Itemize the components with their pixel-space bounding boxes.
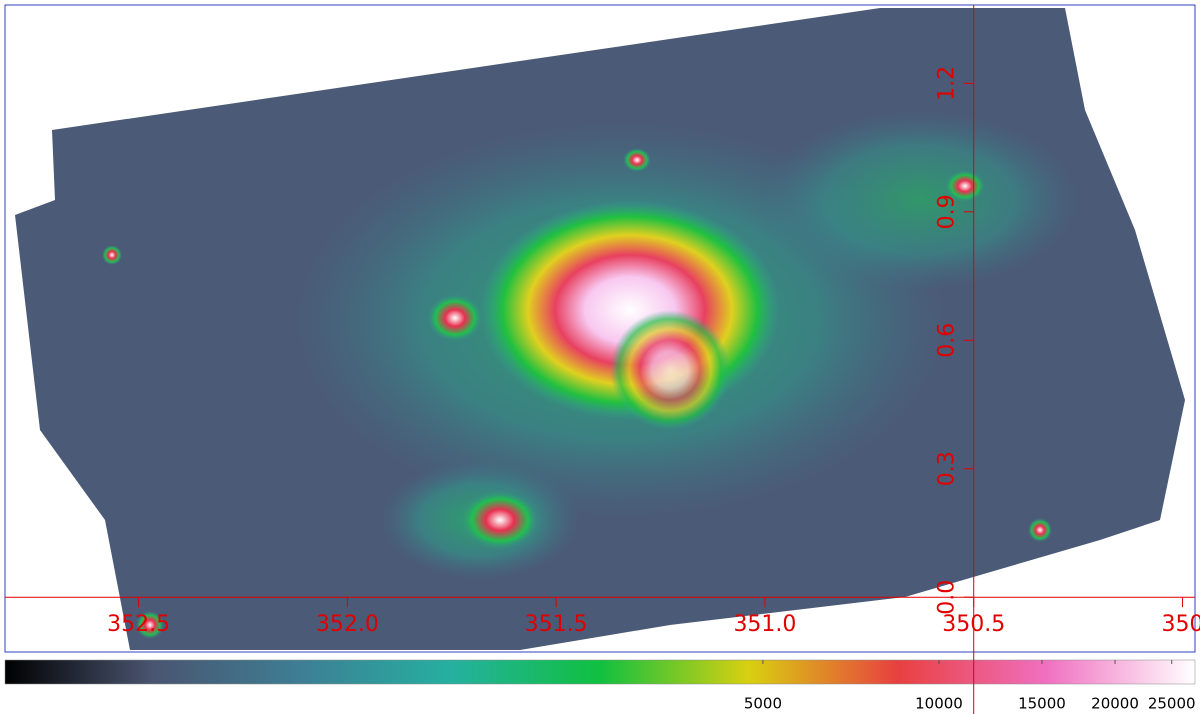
compact-source [460,490,540,550]
y-tick-label: 0.6 [935,323,960,358]
x-tick-label: 351.0 [733,612,796,637]
y-tick-label: 0.9 [935,194,960,229]
compact-source [136,611,164,639]
bright-region [610,310,730,430]
x-tick-label: 350 [1161,612,1200,637]
compact-source [1028,518,1052,542]
compact-source [945,170,985,202]
compact-source [623,148,651,172]
x-tick-label: 350.5 [942,612,1005,637]
colorbar-tick-label: 5000 [744,695,782,713]
y-tick-label: 0.0 [935,580,960,615]
colorbar-tick-label: 10000 [915,695,963,713]
x-tick-label: 351.5 [525,612,588,637]
colorbar-tick-label: 20000 [1091,695,1139,713]
colorbar [4,659,1196,685]
image-layer [15,8,1185,650]
frame [4,4,1196,653]
compact-source [427,294,483,342]
colorbar-tick-label: 25000 [1148,695,1196,713]
y-tick-label: 0.3 [935,451,960,486]
colorbar-tick-label: 15000 [1018,695,1066,713]
compact-source [102,245,122,265]
y-tick-label: 1.2 [935,66,960,101]
x-tick-label: 352.5 [107,612,170,637]
x-tick-label: 352.0 [316,612,379,637]
diffuse-emission [760,110,1080,290]
